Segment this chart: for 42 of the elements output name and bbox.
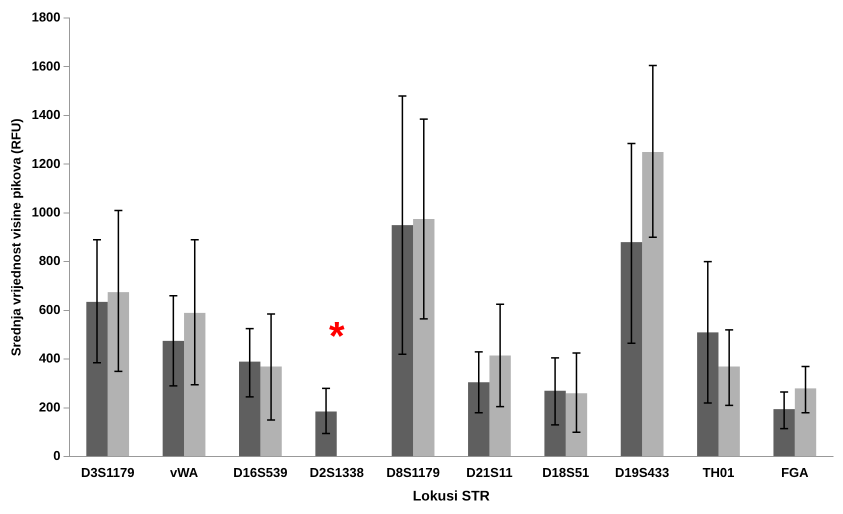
y-tick-label: 1600 bbox=[32, 58, 61, 74]
y-tick-label: 600 bbox=[38, 302, 61, 317]
bar bbox=[162, 340, 184, 456]
bar bbox=[544, 390, 566, 456]
bar bbox=[413, 219, 434, 456]
x-tick-label: D21S11 bbox=[466, 464, 513, 480]
bar bbox=[392, 225, 414, 456]
bar bbox=[642, 152, 664, 456]
bar bbox=[239, 362, 260, 456]
bar bbox=[566, 393, 588, 456]
x-tick-label: D2S1338 bbox=[310, 464, 364, 480]
x-tick-label: TH01 bbox=[702, 464, 734, 480]
x-tick-label: D16S539 bbox=[233, 464, 288, 480]
bar bbox=[108, 292, 130, 456]
bar bbox=[184, 312, 206, 456]
annotation: * bbox=[328, 314, 345, 358]
bar bbox=[489, 355, 511, 456]
y-tick-label: 1200 bbox=[32, 156, 61, 171]
bar bbox=[620, 242, 642, 456]
x-tick-label: D3S1179 bbox=[80, 464, 134, 480]
bar bbox=[260, 366, 282, 456]
y-tick-label: 800 bbox=[38, 253, 61, 268]
y-tick-label: 0 bbox=[53, 448, 61, 464]
y-tick-label: 200 bbox=[38, 399, 61, 414]
y-tick-label: 1000 bbox=[32, 204, 61, 220]
bar bbox=[794, 388, 816, 456]
x-tick-label: D18S51 bbox=[542, 464, 590, 480]
y-tick-label: 400 bbox=[38, 350, 61, 366]
x-tick-label: vWA bbox=[170, 464, 199, 480]
x-axis-title: Lokusi STR bbox=[412, 487, 490, 504]
x-tick-label: D8S1179 bbox=[386, 464, 440, 480]
bar bbox=[468, 382, 490, 456]
bar bbox=[315, 412, 337, 456]
x-tick-label: D19S433 bbox=[615, 464, 670, 480]
x-tick-label: FGA bbox=[781, 464, 810, 480]
bar bbox=[86, 302, 108, 456]
bar bbox=[773, 409, 795, 456]
bar bbox=[697, 332, 718, 456]
y-tick-label: 1800 bbox=[32, 10, 61, 25]
y-tick-label: 1400 bbox=[32, 107, 61, 122]
y-axis-title: Srednja vrijednost visine pikova (RFU) bbox=[8, 118, 24, 356]
bar bbox=[718, 366, 740, 456]
